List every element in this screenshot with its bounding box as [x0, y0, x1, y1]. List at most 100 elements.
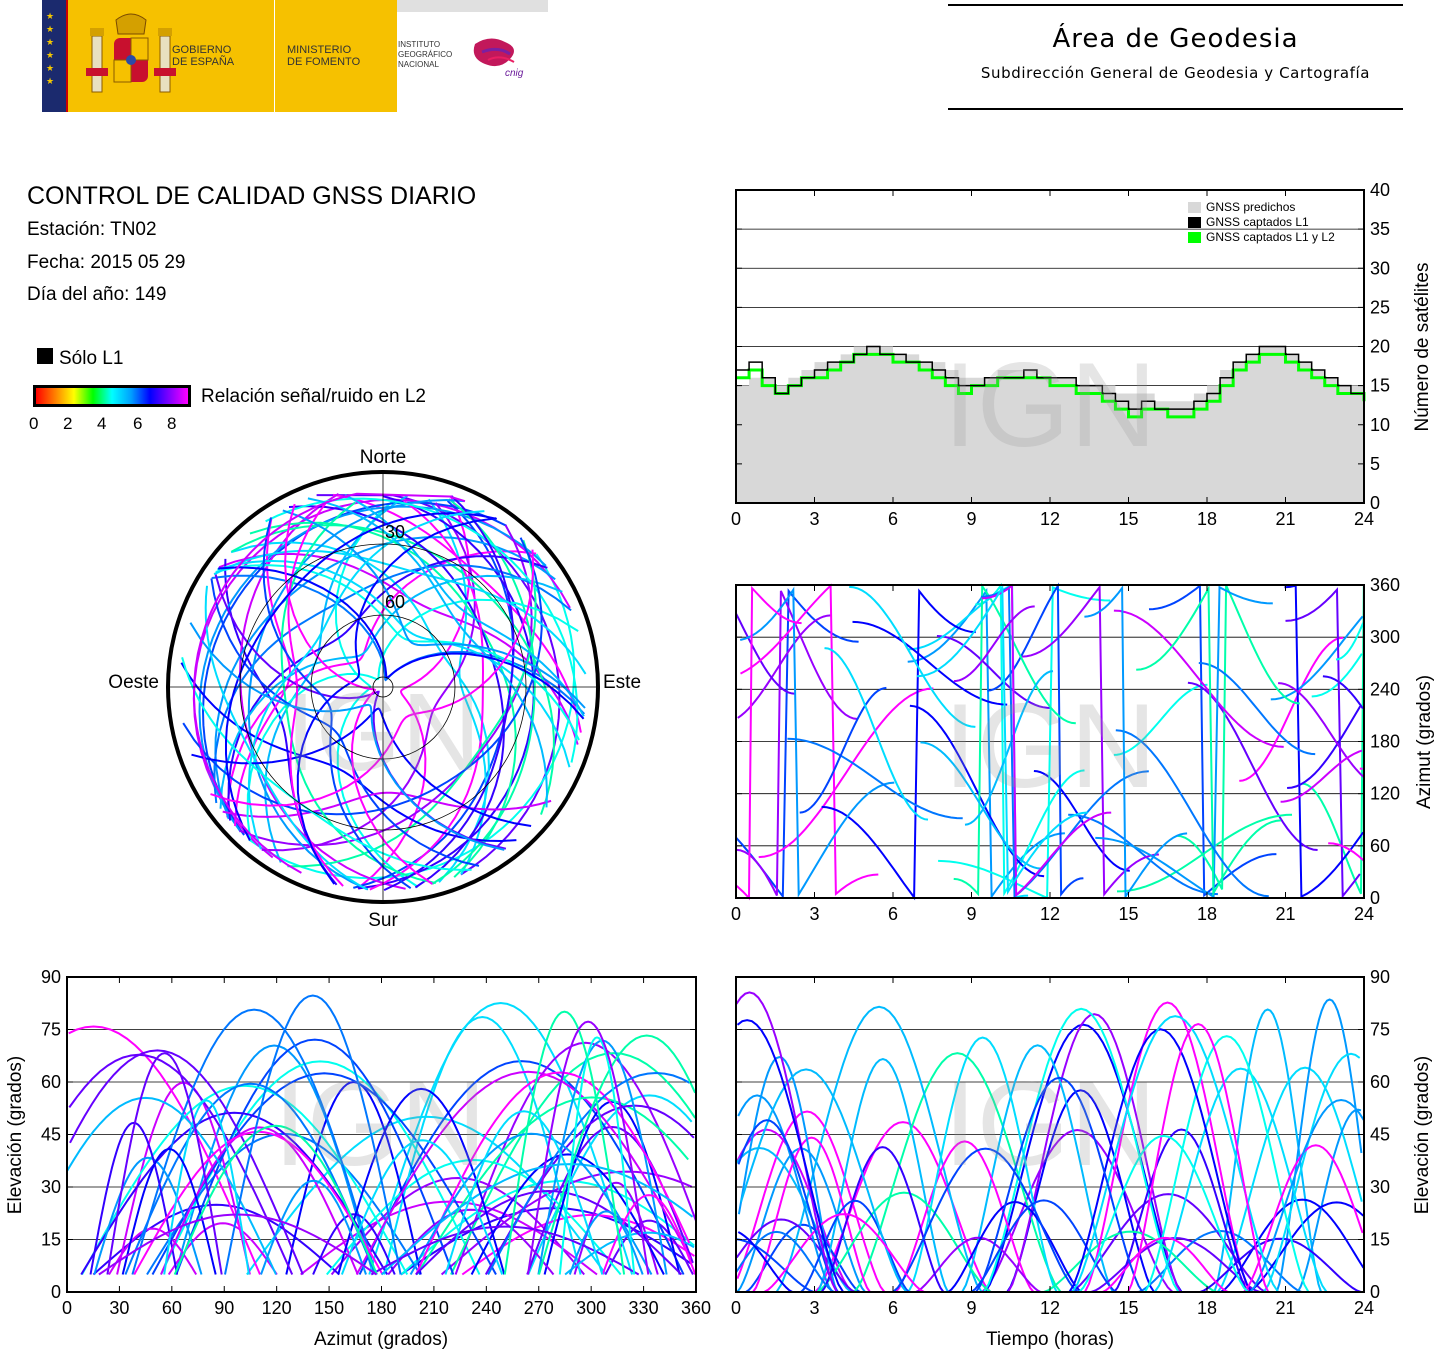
skyplot-ring-label: 60 — [385, 592, 405, 612]
x-tick-label: 12 — [1040, 1298, 1060, 1318]
x-tick-label: 24 — [1354, 904, 1374, 924]
azimuth-track — [736, 585, 802, 901]
x-tick-label: 90 — [214, 1298, 234, 1318]
elevation-track — [69, 1049, 304, 1275]
azimuth-track — [953, 605, 1035, 683]
elevation-time-track — [853, 1052, 1062, 1293]
azimuth-track — [737, 614, 831, 719]
elevation-track — [527, 1020, 650, 1275]
skyplot-track — [287, 539, 537, 868]
y-tick-label: 0 — [1370, 888, 1380, 908]
skyplot-track — [217, 559, 571, 768]
elevation-time-track — [1043, 1230, 1218, 1293]
elevation-track — [285, 1080, 422, 1275]
skyplot-track — [182, 537, 543, 816]
elevation-time-track — [981, 1128, 1174, 1293]
y-tick-label: 90 — [41, 967, 61, 987]
x-tick-label: 0 — [731, 1298, 741, 1318]
elevation-track — [80, 1111, 389, 1276]
inst-line1: INSTITUTO — [398, 40, 441, 49]
ministerio-band: MINISTERIO DE FOMENTO — [275, 0, 397, 112]
elevation-time-track — [1113, 1128, 1250, 1293]
y-tick-label: 40 — [1370, 180, 1390, 200]
elevation-time-track — [800, 1199, 910, 1293]
skyplot-track — [262, 517, 412, 890]
cnig-logo-icon: cnig — [473, 38, 524, 79]
elevation-time-chart: IGN 0 15 30 45 60 75 90 0 3 6 9 12 15 18 21 24 Tiempo (… — [731, 967, 1433, 1350]
y-tick-label: 10 — [1370, 415, 1390, 435]
elevation-time-track — [745, 1223, 861, 1293]
west-label: Oeste — [108, 672, 159, 693]
azimuth-track — [1278, 682, 1365, 778]
elevation-time-track — [752, 1136, 871, 1293]
y-tick-label: 30 — [1370, 1177, 1390, 1197]
south-label: Sur — [368, 910, 398, 931]
azimuth-track — [953, 582, 1076, 897]
azimuth-track — [740, 583, 879, 896]
elevation-time-track — [1213, 1008, 1323, 1293]
y-tick-label: 25 — [1370, 297, 1390, 317]
elevation-track — [330, 1176, 585, 1276]
y-tick-label: 30 — [41, 1177, 61, 1197]
area-title: Área de Geodesia — [1052, 24, 1299, 54]
azimuth-track — [1116, 813, 1293, 893]
elevation-track — [503, 1010, 626, 1275]
elevation-time-track — [915, 1236, 1042, 1293]
government-header: ★ ★ ★ ★ ★ ★ GOBIERNO DE ESPAÑA MINISTERIO DE FO… — [42, 0, 548, 112]
y-tick-label: 15 — [1370, 376, 1390, 396]
elevation-time-track — [737, 1094, 834, 1293]
x-tick-label: 15 — [1118, 904, 1138, 924]
min-line1: MINISTERIO — [287, 44, 352, 56]
cnig-text: cnig — [505, 68, 524, 79]
snr-label: Relación señal/ruido en L2 — [201, 386, 426, 407]
y-tick-label: 60 — [1370, 836, 1390, 856]
elevation-track — [93, 1156, 203, 1275]
x-tick-label: 120 — [262, 1298, 292, 1318]
elevation-track — [527, 1094, 693, 1275]
x-tick-label: 12 — [1040, 904, 1060, 924]
x-tick-label: 3 — [809, 1298, 819, 1318]
elevation-time-track — [983, 1007, 1180, 1293]
skyplot-track — [284, 503, 433, 885]
legend-l1l2-swatch — [1188, 232, 1201, 243]
elevation-track — [173, 1124, 378, 1275]
elevation-track — [470, 1153, 665, 1275]
x-tick-label: 210 — [419, 1298, 449, 1318]
watermark: IGN — [943, 679, 1156, 813]
legend-l1-swatch — [1188, 217, 1201, 228]
azimuth-track — [1176, 584, 1300, 890]
gov-line1: GOBIERNO — [172, 44, 232, 56]
azimuth-track — [916, 584, 1088, 896]
watermark: IGN — [273, 1057, 486, 1191]
coat-of-arms-icon — [86, 13, 176, 93]
l1-line — [736, 345, 1364, 410]
elevation-track — [416, 1096, 689, 1276]
azimuth-track — [1115, 729, 1269, 898]
skyplot-track — [247, 498, 465, 891]
azimuth-track — [1239, 636, 1344, 782]
x-tick-label: 24 — [1354, 509, 1374, 529]
elevation-track — [368, 1001, 634, 1275]
azimuth-track — [736, 590, 858, 896]
skyplot-track — [247, 510, 485, 850]
elt-ylabel: Elevación (grados) — [1412, 1056, 1433, 1214]
y-tick-label: 20 — [1370, 337, 1390, 357]
y-tick-label: 180 — [1370, 732, 1400, 752]
elevation-track — [160, 1126, 359, 1275]
azimuth-track — [1136, 584, 1282, 897]
legend-predicted-label: GNSS predichos — [1206, 200, 1295, 214]
azimuth-track — [1113, 609, 1284, 748]
azimuth-track — [824, 647, 929, 821]
elevation-time-track — [763, 1213, 925, 1293]
x-tick-label: 60 — [162, 1298, 182, 1318]
y-tick-label: 360 — [1370, 575, 1400, 595]
elevation-time-track — [1078, 1134, 1249, 1293]
y-tick-label: 0 — [1370, 1282, 1380, 1302]
x-tick-label: 30 — [109, 1298, 129, 1318]
azimuth-track — [1301, 586, 1365, 895]
elevation-time-track — [1144, 1035, 1310, 1293]
skyplot-tracks — [180, 492, 587, 892]
elevation-track — [355, 1070, 692, 1275]
y-tick-label: 15 — [41, 1230, 61, 1250]
watermark: IGN — [943, 1057, 1156, 1191]
